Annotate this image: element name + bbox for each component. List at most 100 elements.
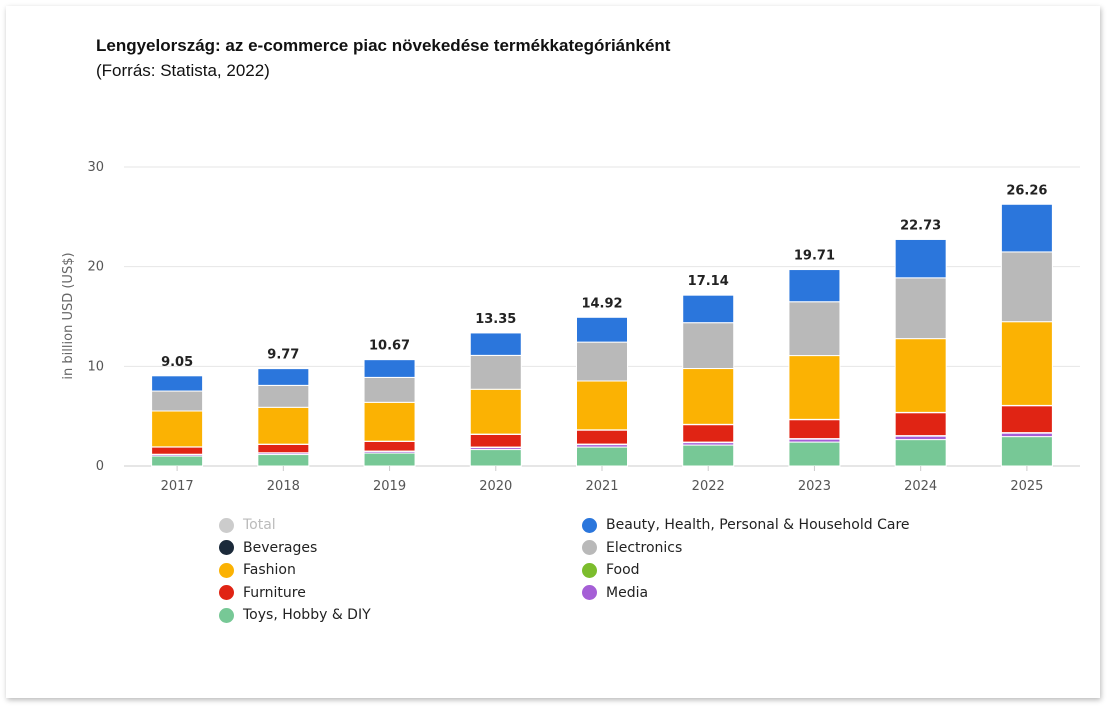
bar-segment (576, 446, 628, 467)
total-data-label: 13.35 (475, 312, 516, 327)
bar-segment (257, 443, 310, 454)
bar-segment (469, 332, 522, 356)
bar-segment (894, 338, 947, 413)
bar-segment (894, 277, 947, 340)
chart-subtitle: (Forrás: Statista, 2022) (96, 61, 270, 80)
bar-segment (363, 376, 416, 403)
bar-segment (682, 368, 735, 425)
bar-segment (682, 444, 735, 467)
bar-segment (576, 341, 628, 382)
legend-item[interactable]: Total (219, 515, 276, 535)
legend-item[interactable]: Furniture (219, 583, 306, 603)
x-tick-label: 2019 (373, 479, 406, 494)
bar-segment (1000, 321, 1053, 406)
legend-marker-icon (219, 540, 234, 555)
total-data-label: 9.77 (267, 348, 299, 363)
x-tick-label: 2017 (161, 479, 194, 494)
bar-segment (151, 390, 204, 412)
bar-segment (257, 384, 310, 408)
legend-label: Furniture (243, 584, 306, 601)
bar-segment (894, 412, 947, 437)
x-tick-label: 2023 (798, 479, 831, 494)
x-tick-label: 2024 (904, 479, 937, 494)
legend-marker-icon (582, 562, 597, 578)
legend-label: Toys, Hobby & DIY (243, 607, 371, 623)
bar-segment (151, 410, 204, 448)
bar-segment (894, 435, 947, 441)
legend-item[interactable]: Toys, Hobby & DIY (219, 605, 371, 625)
bar-segment (363, 359, 416, 378)
total-data-label: 17.14 (688, 274, 729, 289)
x-tick-label: 2022 (692, 479, 725, 494)
legend-item[interactable]: Electronics (582, 538, 682, 558)
x-tick-label: 2020 (479, 479, 512, 494)
bar-segment (576, 316, 628, 343)
total-data-label: 19.71 (794, 249, 835, 264)
bar-segment (469, 433, 522, 448)
bar-segment (682, 322, 735, 370)
legend-label: Beverages (243, 539, 318, 556)
bar-segment (894, 439, 947, 467)
legend-item[interactable]: Food (582, 560, 640, 580)
bar-segment (1000, 405, 1053, 434)
legend-marker-icon (582, 540, 597, 555)
total-data-label: 9.05 (161, 355, 193, 370)
bar-segment (151, 446, 204, 455)
total-data-label: 14.92 (581, 296, 622, 311)
bar-segment (363, 440, 416, 452)
bar-segment (576, 429, 628, 445)
legend-item[interactable]: Fashion (219, 560, 296, 580)
bar-segment (1000, 251, 1053, 323)
bar-segment (257, 406, 310, 445)
bar-segment (894, 238, 947, 279)
legend-item[interactable]: Media (582, 583, 648, 603)
legend-marker-icon (219, 562, 234, 578)
bar-segment (151, 455, 204, 467)
legend-marker-icon (219, 585, 234, 600)
bar-segment (788, 441, 841, 467)
y-tick-label: 10 (87, 359, 104, 374)
legend-label: Media (606, 584, 649, 601)
bar-segment (682, 424, 735, 443)
x-tick-label: 2018 (267, 479, 300, 494)
bar-segment (1000, 203, 1053, 253)
y-axis-label: in billion USD (US$) (61, 252, 76, 379)
bar-segment (363, 401, 416, 442)
bar-segment (1000, 436, 1053, 467)
bar-segment (788, 269, 841, 303)
legend-label: Total (243, 517, 276, 533)
legend-marker-icon (582, 585, 597, 600)
bar-segment (469, 388, 522, 435)
bar-segment (788, 355, 841, 420)
legend-marker-icon (582, 517, 597, 533)
legend-label: Electronics (606, 539, 683, 556)
y-tick-label: 20 (87, 260, 104, 275)
bar-segment (788, 301, 841, 357)
legend-item[interactable]: Beauty, Health, Personal & Household Car… (582, 515, 910, 535)
bar-segment (257, 454, 310, 467)
legend-label: Fashion (243, 562, 296, 578)
total-data-label: 10.67 (369, 339, 410, 354)
legend-marker-icon (219, 607, 234, 623)
x-tick-label: 2025 (1010, 479, 1043, 494)
bar-segment (257, 368, 310, 386)
bar-segment (682, 294, 735, 324)
bar-segment (576, 380, 628, 431)
total-data-label: 22.73 (900, 218, 941, 233)
chart-title: Lengyelország: az e-commerce piac növeke… (96, 36, 671, 55)
bar-segment (788, 419, 841, 440)
legend-marker-icon (219, 517, 234, 533)
bar-segment (469, 354, 522, 390)
bar-segment (469, 449, 522, 467)
y-tick-label: 0 (96, 459, 104, 474)
bar-segment (151, 375, 204, 392)
bar-segment (1000, 432, 1053, 438)
legend-label: Beauty, Health, Personal & Household Car… (606, 517, 910, 533)
legend-label: Food (606, 562, 640, 578)
bar-segment (363, 452, 416, 467)
total-data-label: 26.26 (1006, 183, 1047, 198)
x-tick-label: 2021 (585, 479, 618, 494)
y-tick-label: 30 (87, 160, 104, 175)
legend-item[interactable]: Beverages (219, 538, 317, 558)
